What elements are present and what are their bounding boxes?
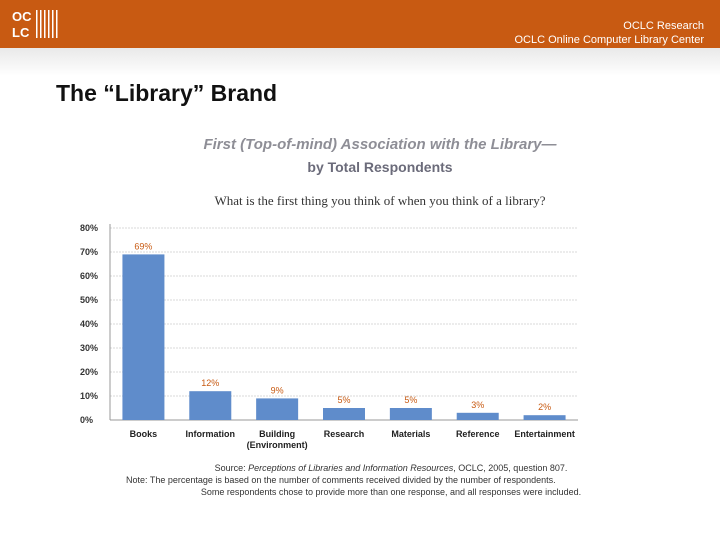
x-tick-label: Building: [259, 429, 295, 439]
y-tick-label: 20%: [80, 367, 98, 377]
x-tick-label: Research: [324, 429, 365, 439]
source-note: Source: Perceptions of Libraries and Inf…: [126, 462, 656, 498]
bar-value-label: 9%: [271, 385, 284, 395]
x-tick-label: Books: [130, 429, 158, 439]
bar-3: [323, 408, 365, 420]
x-tick-label: Materials: [391, 429, 430, 439]
y-tick-label: 40%: [80, 319, 98, 329]
bar-1: [189, 391, 232, 420]
bar-4: [389, 408, 432, 420]
x-tick-label: Entertainment: [514, 429, 575, 439]
bar-value-label: 5%: [337, 395, 350, 405]
y-tick-label: 30%: [80, 343, 98, 353]
bar-value-label: 5%: [404, 395, 417, 405]
svg-text:LC: LC: [12, 25, 30, 40]
bar-value-label: 12%: [201, 378, 219, 388]
x-tick-label: (Environment): [247, 440, 308, 450]
source-prefix: Source:: [214, 463, 249, 473]
org-line-research: OCLC Research: [623, 20, 704, 32]
y-tick-label: 60%: [80, 271, 98, 281]
source-suffix: , OCLC, 2005, question 807.: [453, 463, 568, 473]
y-tick-label: 70%: [80, 247, 98, 257]
bar-6: [523, 415, 566, 420]
y-tick-label: 0%: [80, 415, 93, 425]
x-tick-label: Reference: [456, 429, 500, 439]
bar-0: [122, 254, 165, 420]
bar-value-label: 3%: [471, 400, 484, 410]
bar-5: [456, 412, 499, 420]
org-name: OCLC Research OCLC Online Computer Libra…: [514, 19, 704, 47]
y-tick-label: 80%: [80, 223, 98, 233]
y-tick-label: 50%: [80, 295, 98, 305]
note-line-1: Note: The percentage is based on the num…: [126, 475, 556, 485]
x-tick-label: Information: [186, 429, 236, 439]
oclc-logo-icon: OC LC: [12, 9, 58, 40]
bar-value-label: 69%: [134, 241, 152, 251]
header-bar: OC LC OCLC Research OCLC Online Computer…: [0, 0, 720, 48]
source-title: Perceptions of Libraries and Information…: [248, 463, 454, 473]
bar-2: [256, 398, 299, 420]
y-tick-label: 10%: [80, 391, 98, 401]
survey-question: What is the first thing you think of whe…: [214, 193, 546, 208]
chart-subtitle: by Total Respondents: [307, 159, 453, 175]
source-line: Source: Perceptions of Libraries and Inf…: [126, 462, 656, 474]
org-line-center: OCLC Online Computer Library Center: [514, 34, 704, 46]
chart-title: First (Top-of-mind) Association with the…: [203, 136, 557, 153]
svg-text:OC: OC: [12, 9, 32, 24]
slide-title: The “Library” Brand: [56, 80, 278, 106]
header-shadow: [0, 48, 720, 76]
bar-value-label: 2%: [538, 402, 551, 412]
note-line-2: Some respondents chose to provide more t…: [200, 487, 582, 497]
bar-chart: 0% 10% 20% 30% 40% 50% 60% 70% 80% 69% Books 12% Inf…: [80, 223, 578, 450]
